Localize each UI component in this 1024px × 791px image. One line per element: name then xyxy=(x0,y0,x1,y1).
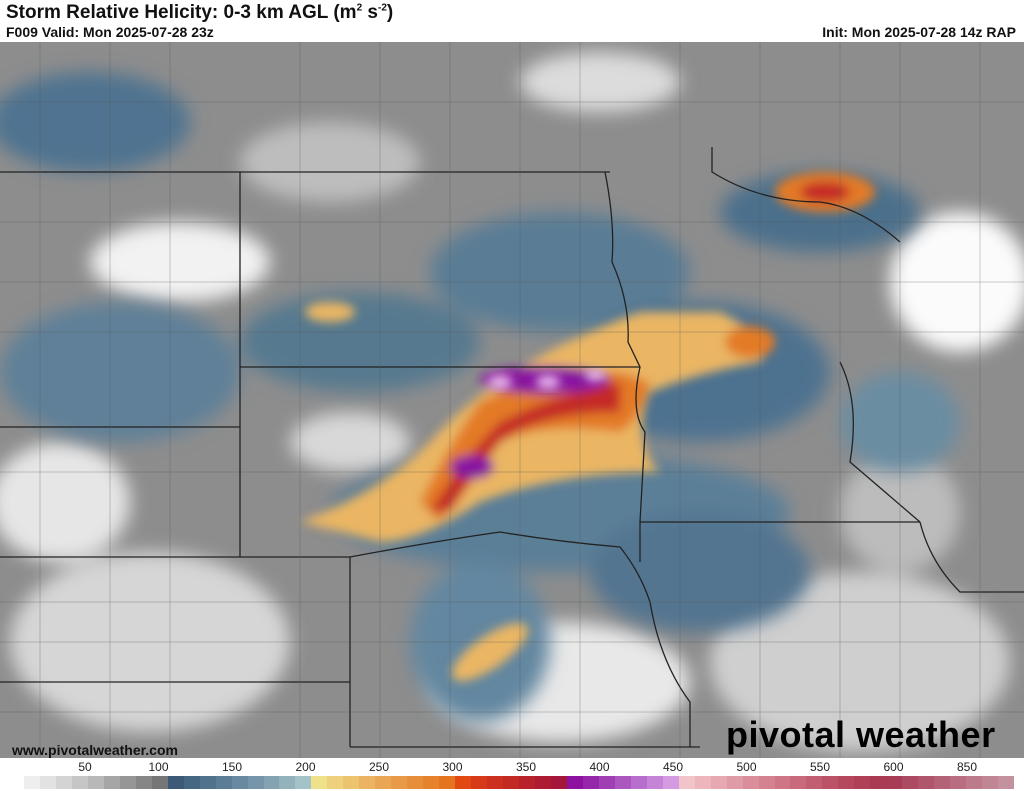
init-time: Init: Mon 2025-07-28 14z RAP xyxy=(822,24,1016,40)
colorbar-cell xyxy=(455,776,472,789)
colorbar-label: 250 xyxy=(368,760,390,774)
colorbar-cell xyxy=(103,776,120,789)
colorbar-cell xyxy=(135,776,152,789)
colorbar-cell xyxy=(439,776,456,789)
colorbar-cell xyxy=(598,776,615,789)
colorbar-labels: 50 100 150 200 250 300 350 400 450 500 550 600 850 xyxy=(0,760,1024,774)
colorbar-cell xyxy=(822,776,839,789)
colorbar-cell xyxy=(487,776,504,789)
colorbar-label: 300 xyxy=(442,760,463,774)
colorbar-label: 100 xyxy=(148,760,169,774)
colorbar-cell xyxy=(215,776,232,789)
colorbar-cell xyxy=(886,776,903,789)
colorbar-cell xyxy=(662,776,679,789)
colorbar-cell xyxy=(87,776,104,789)
colorbar-label: 200 xyxy=(295,760,316,774)
colorbar-cell xyxy=(39,776,56,789)
colorbar-cell xyxy=(519,776,535,789)
colorbar-cell xyxy=(838,776,855,789)
colorbar-cell xyxy=(263,776,280,789)
county-lines xyxy=(0,42,1024,758)
colorbar-cell xyxy=(566,776,583,789)
colorbar-cell xyxy=(391,776,408,789)
colorbar-cell xyxy=(503,776,519,789)
colorbar-cell xyxy=(183,776,200,789)
colorbar-cell xyxy=(23,776,40,789)
field-extreme-helicity xyxy=(488,369,605,389)
colorbar-cell xyxy=(758,776,775,789)
colorbar-cell xyxy=(311,776,328,789)
pivotal-weather-logo: pivotal weather xyxy=(726,714,996,755)
colorbar-cell xyxy=(646,776,663,789)
colorbar-cell xyxy=(854,776,871,789)
website-url: www.pivotalweather.com xyxy=(12,742,178,758)
colorbar-label: 350 xyxy=(515,760,537,774)
helicity-map xyxy=(0,42,1024,758)
valid-time: F009 Valid: Mon 2025-07-28 23z xyxy=(6,24,214,40)
colorbar-cell xyxy=(614,776,631,789)
colorbar-cell xyxy=(471,776,488,789)
colorbar-cell xyxy=(742,776,759,789)
colorbar-cell xyxy=(966,776,983,789)
colorbar-cell xyxy=(375,776,392,789)
field-high-helicity xyxy=(300,172,875,681)
colorbar-label: 850 xyxy=(956,760,978,774)
colorbar-cell xyxy=(71,776,88,789)
colorbar-label: 450 xyxy=(662,760,684,774)
colorbar-cell xyxy=(918,776,935,789)
colorbar-cell xyxy=(407,776,424,789)
colorbar-cell xyxy=(582,776,599,789)
colorbar-cell xyxy=(199,776,216,789)
colorbar-cell xyxy=(870,776,887,789)
colorbar-label: 400 xyxy=(589,760,610,774)
colorbar-cell xyxy=(343,776,360,789)
colorbar-label: 600 xyxy=(883,760,904,774)
colorbar-cell xyxy=(806,776,823,789)
colorbar-cell xyxy=(694,776,711,789)
colorbar-cell xyxy=(678,776,695,789)
colorbar-cell xyxy=(902,776,919,789)
colorbar-cell xyxy=(726,776,743,789)
colorbar-cell xyxy=(630,776,647,789)
colorbar-cell xyxy=(295,776,312,789)
colorbar xyxy=(8,776,1015,789)
colorbar-cell xyxy=(247,776,264,789)
colorbar-label: 50 xyxy=(78,760,92,774)
colorbar-cell xyxy=(151,776,168,789)
colorbar-cell xyxy=(8,776,24,789)
colorbar-cell xyxy=(279,776,296,789)
colorbar-cell xyxy=(231,776,248,789)
colorbar-cell xyxy=(790,776,807,789)
map-title: Storm Relative Helicity: 0-3 km AGL (m2 … xyxy=(6,2,394,23)
colorbar-cell xyxy=(710,776,727,789)
colorbar-cell xyxy=(423,776,440,789)
colorbar-cell xyxy=(55,776,72,789)
colorbar-cell xyxy=(534,776,551,789)
colorbar-label: 500 xyxy=(736,760,757,774)
colorbar-cell xyxy=(774,776,791,789)
colorbar-cell xyxy=(982,776,999,789)
colorbar-cell xyxy=(359,776,376,789)
colorbar-cell xyxy=(167,776,184,789)
colorbar-label: 550 xyxy=(809,760,831,774)
colorbar-cell xyxy=(550,776,567,789)
colorbar-cell xyxy=(998,776,1015,789)
colorbar-cell xyxy=(950,776,967,789)
colorbar-label: 150 xyxy=(221,760,243,774)
colorbar-cell xyxy=(327,776,344,789)
colorbar-cell xyxy=(934,776,951,789)
colorbar-cell xyxy=(119,776,136,789)
